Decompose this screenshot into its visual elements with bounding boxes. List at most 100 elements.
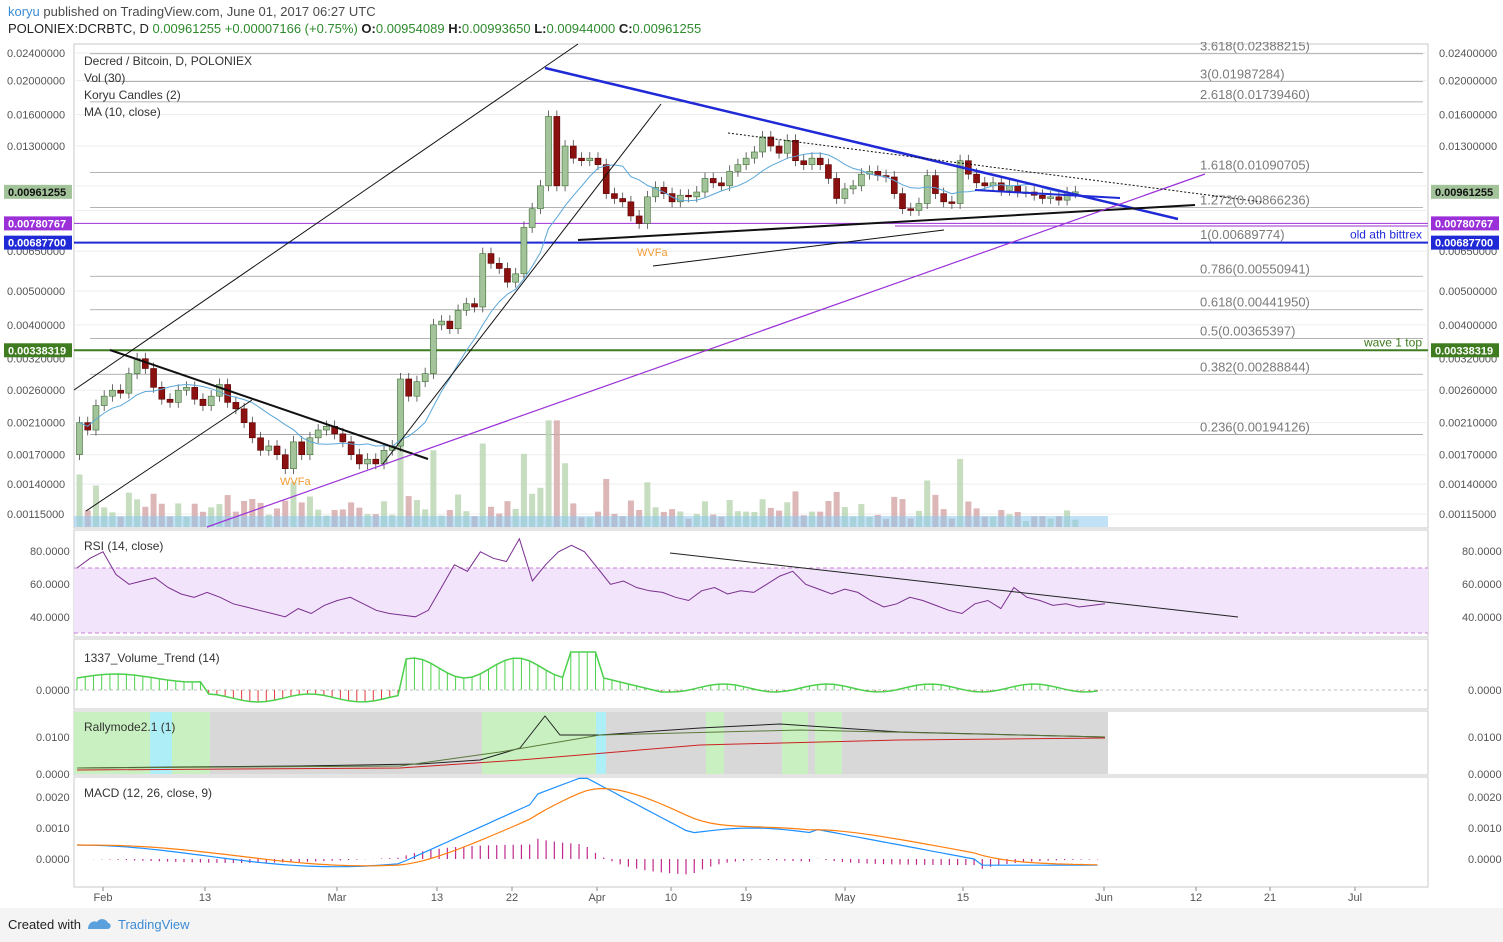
rsi-band [74, 568, 1428, 633]
candle-body [923, 175, 931, 204]
volume-bar [216, 504, 223, 527]
rsi-title: RSI (14, close) [84, 539, 163, 553]
candle-body [586, 157, 594, 162]
price-badge-label: 0.00961255 [8, 187, 66, 199]
trendline [652, 229, 945, 267]
rsi-line [76, 537, 1106, 618]
volume-bar [191, 503, 198, 527]
fib-label: 0.618(0.00441950) [1200, 295, 1310, 310]
price-tick: 0.00210000 [7, 418, 65, 430]
published-text: published on TradingView.com, June 01, 2… [43, 4, 376, 19]
price-tick: 0.00400000 [1439, 320, 1497, 332]
rally-lines [76, 715, 1106, 771]
volume-bar [92, 485, 99, 527]
candle-body [948, 201, 956, 204]
fib-label: 0.236(0.00194126) [1200, 420, 1310, 435]
rally-block [596, 712, 606, 774]
candle-body [314, 429, 322, 439]
rsi-trendline [669, 552, 1239, 618]
vt-tick: 0.0000 [1468, 685, 1502, 697]
candle-body [207, 395, 215, 406]
legend-vol: Vol (30) [84, 71, 125, 85]
candle-body [495, 263, 503, 269]
time-label: 19 [740, 892, 752, 904]
candle-body [281, 454, 289, 470]
candle-body [578, 157, 585, 162]
volume-bar [257, 502, 264, 527]
tradingview-logo-icon[interactable] [86, 916, 112, 935]
candle-body [932, 175, 939, 194]
time-label: 15 [957, 892, 969, 904]
candle-body [561, 145, 569, 187]
volume-bar [430, 450, 437, 527]
publish-line: koryu published on TradingView.com, June… [8, 4, 376, 19]
candle-body [109, 389, 116, 397]
time-label: 12 [1190, 892, 1202, 904]
change-value: +0.00007166 (+0.75%) [224, 21, 358, 36]
candle-body [347, 441, 355, 455]
price-badge-label: 0.00338319 [1435, 345, 1493, 357]
macd-tick: 0.0000 [36, 854, 70, 866]
price-badges: 0.00961255 0.00961255 0.00780767 0.00780767… [4, 184, 1499, 358]
candle-body [298, 441, 306, 455]
rally-block [815, 712, 842, 774]
candle-body [751, 151, 758, 159]
volume-bar [932, 494, 939, 527]
candle-body [940, 193, 947, 203]
time-label: May [835, 892, 856, 904]
rsi-tick: 60.0000 [1462, 579, 1502, 591]
price-badge-label: 0.00961255 [1435, 187, 1493, 199]
candle-body [652, 187, 659, 198]
dotted-trendline [727, 132, 1263, 203]
candle-body [537, 185, 544, 210]
low-value: 0.00944000 [546, 21, 616, 36]
candle-body [825, 164, 832, 179]
fib-label: 3(0.01987284) [1200, 67, 1285, 82]
rsi-tick: 60.0000 [30, 579, 70, 591]
candle-body [265, 445, 273, 451]
candle-body [981, 182, 989, 187]
price-badge-label: 0.00780767 [8, 218, 66, 230]
price-tick: 0.02400000 [1439, 48, 1497, 60]
price-badge-label: 0.00687700 [1435, 238, 1493, 250]
candle-body [783, 140, 791, 154]
volume-bar [726, 500, 733, 527]
created-with-label: Created with [8, 917, 81, 932]
candle-body [800, 160, 808, 165]
fib-label: 0.786(0.00550941) [1200, 261, 1310, 276]
time-label: Jun [1095, 892, 1113, 904]
price-tick: 0.01600000 [1439, 110, 1497, 122]
ohlc-readout: POLONIEX:DCRBTC, D 0.00961255 +0.0000716… [8, 21, 701, 36]
candle-body [635, 215, 643, 224]
volume-bar [249, 498, 256, 527]
candle-body [183, 387, 190, 391]
candle-body [858, 173, 865, 187]
volume-bar [529, 493, 536, 527]
volume-bar [858, 504, 865, 527]
candle-body [841, 188, 849, 199]
rally-block [842, 712, 1108, 774]
tradingview-link[interactable]: TradingView [118, 917, 190, 932]
candle-body [890, 176, 898, 194]
price-tick: 0.00500000 [7, 286, 65, 298]
rally-slow-line [76, 737, 1106, 771]
candle-body [430, 324, 437, 374]
macd-tick: 0.0020 [1468, 792, 1502, 804]
candle-body [1047, 196, 1054, 199]
close-value: 0.00961255 [632, 21, 702, 36]
candles [76, 110, 1079, 475]
candle-body [545, 116, 552, 187]
rally-block [482, 712, 596, 774]
rally-tick: 0.0000 [1468, 769, 1502, 781]
chart-canvas[interactable]: 3.618(0.02388215) 3(0.01987284) 2.618(0.01… [0, 42, 1503, 908]
rally-ma-line [76, 729, 1106, 769]
candle-body [528, 208, 536, 228]
close-price: 0.00961255 [152, 21, 222, 36]
volume-bar [348, 502, 355, 527]
candle-body [405, 378, 413, 397]
rally-tick: 0.0100 [36, 732, 70, 744]
author-link[interactable]: koryu [8, 4, 40, 19]
candle-body [553, 116, 561, 187]
macd-tick: 0.0010 [36, 823, 70, 835]
price-tick: 0.01600000 [7, 110, 65, 122]
